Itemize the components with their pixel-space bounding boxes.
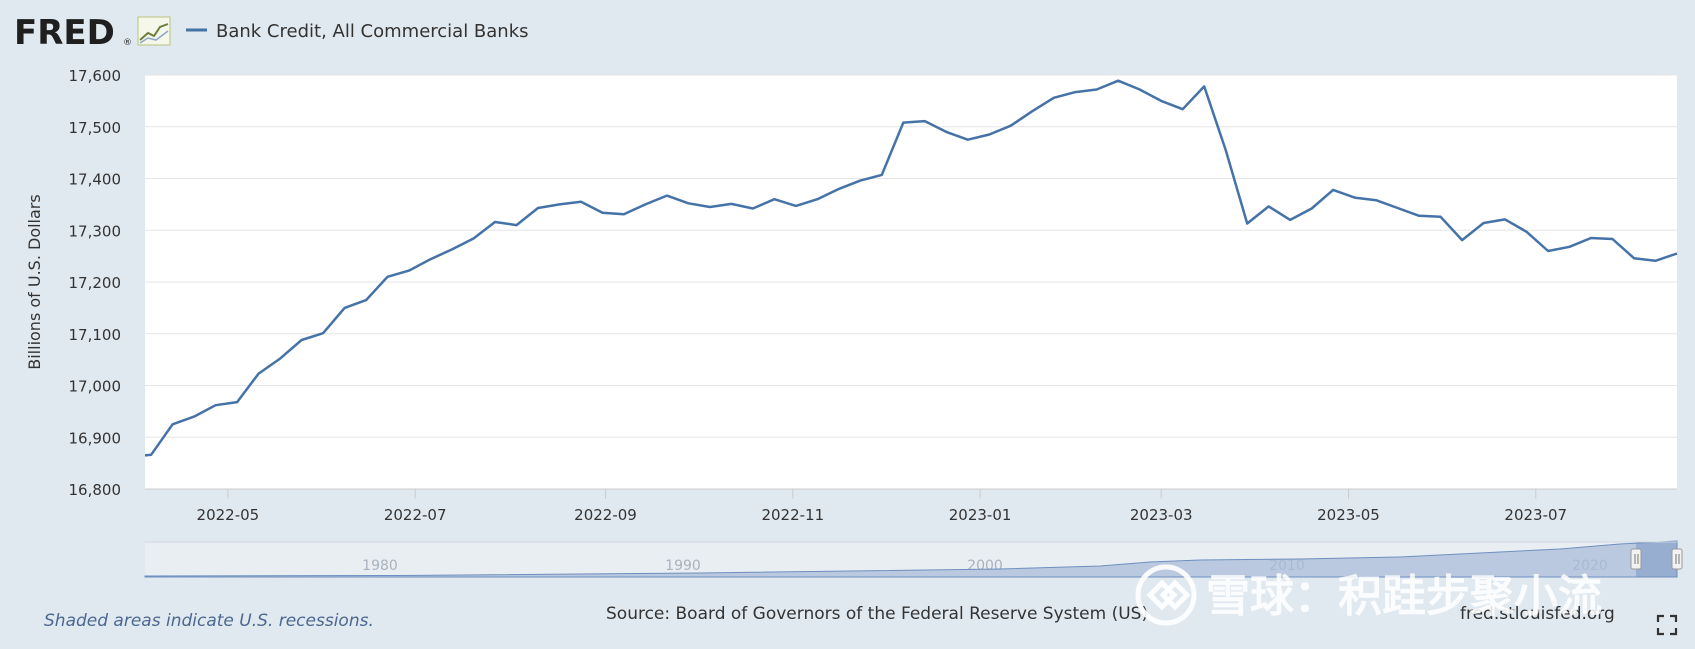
x-tick-label: 2023-07 [1504, 506, 1567, 524]
site-link[interactable]: fred.stlouisfed.org [1460, 604, 1615, 624]
x-tick-label: 2023-03 [1130, 506, 1193, 524]
logo-registered: ® [123, 38, 132, 48]
y-tick-label: 16,900 [69, 429, 122, 447]
navigator-right-handle[interactable] [1671, 548, 1683, 570]
y-tick-label: 17,500 [69, 119, 122, 137]
legend-label: Bank Credit, All Commercial Banks [216, 21, 529, 42]
x-tick-label: 2022-07 [384, 506, 447, 524]
y-tick-label: 17,600 [69, 67, 122, 85]
navigator-left-handle[interactable] [1630, 548, 1642, 570]
gridlines [145, 74, 1677, 490]
x-tick-label: 2022-11 [761, 506, 824, 524]
watermark-logo-icon [1135, 564, 1197, 626]
mini-line-chart-icon [137, 16, 171, 46]
x-tick-label: 2023-05 [1317, 506, 1380, 524]
navigator-year-label: 1980 [362, 558, 398, 574]
navigator-year-label: 1990 [665, 558, 701, 574]
fullscreen-icon[interactable] [1656, 614, 1678, 636]
series-line-bank-credit[interactable] [144, 79, 1678, 457]
y-tick-label: 17,400 [69, 171, 122, 189]
y-tick-label: 16,800 [69, 481, 122, 499]
x-tick-label: 2022-05 [197, 506, 260, 524]
y-tick-label: 17,300 [69, 222, 122, 240]
source-text[interactable]: Source: Board of Governors of the Federa… [606, 604, 1148, 624]
logo-text: FRED [14, 13, 115, 53]
navigator[interactable]: 19801990200020102020 [144, 540, 1683, 578]
x-tick-label: 2022-09 [574, 506, 637, 524]
legend[interactable]: Bank Credit, All Commercial Banks [186, 21, 529, 42]
watermark: 雪球：积跬步聚小流 [1135, 564, 1602, 626]
recession-note: Shaded areas indicate U.S. recessions. [44, 611, 374, 631]
fred-logo[interactable]: FRED ® [14, 13, 171, 53]
y-axis-ticks: 16,800 16,900 17,000 17,100 17,200 17,300 17,4… [69, 67, 122, 499]
y-tick-label: 17,200 [69, 274, 122, 292]
y-tick-label: 17,100 [69, 326, 122, 344]
x-tick-label: 2023-01 [949, 506, 1012, 524]
navigator-selection[interactable] [1636, 542, 1677, 577]
watermark-text: 雪球：积跬步聚小流 [1206, 571, 1602, 622]
y-tick-label: 17,000 [69, 378, 122, 396]
x-axis-ticks: 2022-05 2022-07 2022-09 2022-11 2023-01 2023-… [197, 489, 1567, 524]
y-axis-title: Billions of U.S. Dollars [25, 194, 44, 369]
